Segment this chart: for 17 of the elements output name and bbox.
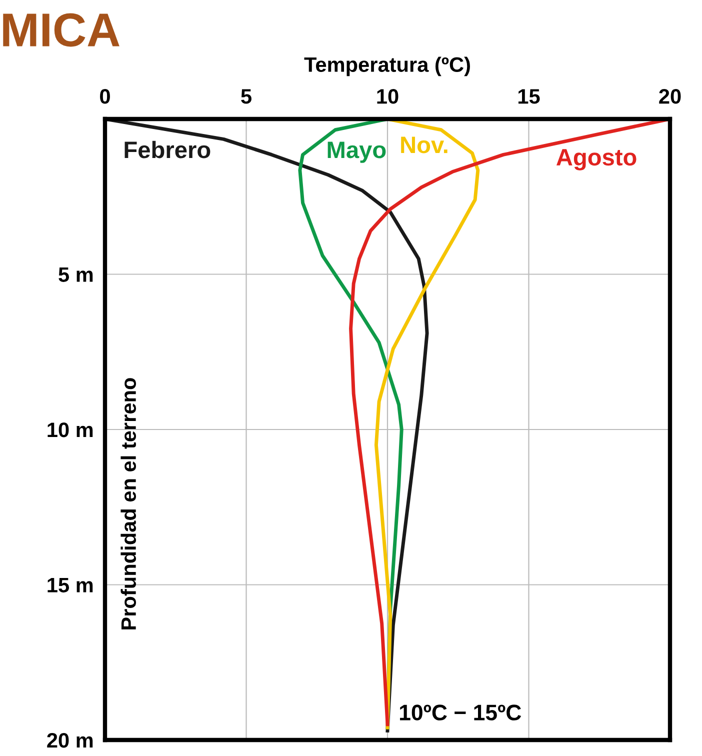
x-tick-label: 20	[659, 89, 681, 104]
text: MICA	[3, 13, 120, 47]
y-axis-title: Profundidad en el terreno	[120, 378, 136, 630]
y-tick-label: 20 m	[47, 733, 93, 748]
x-tick-label: 5	[241, 89, 252, 104]
series-label: Agosto	[556, 149, 636, 170]
annotation: 10ºC − 15ºC	[400, 704, 522, 720]
series-label: Febrero	[124, 140, 210, 158]
x-tick-label: 0	[100, 89, 110, 104]
y-tick-label: 10 m	[48, 422, 93, 438]
y-tick-label: 5 m	[58, 267, 93, 282]
series-label: Nov.	[401, 136, 448, 154]
x-axis-title: Temperatura (ºC)	[304, 56, 470, 76]
x-tick-label: 10	[377, 89, 398, 104]
series-label: Mayo	[328, 142, 386, 163]
x-tick-label: 15	[518, 89, 540, 104]
y-tick-label: 15 m	[48, 578, 93, 593]
